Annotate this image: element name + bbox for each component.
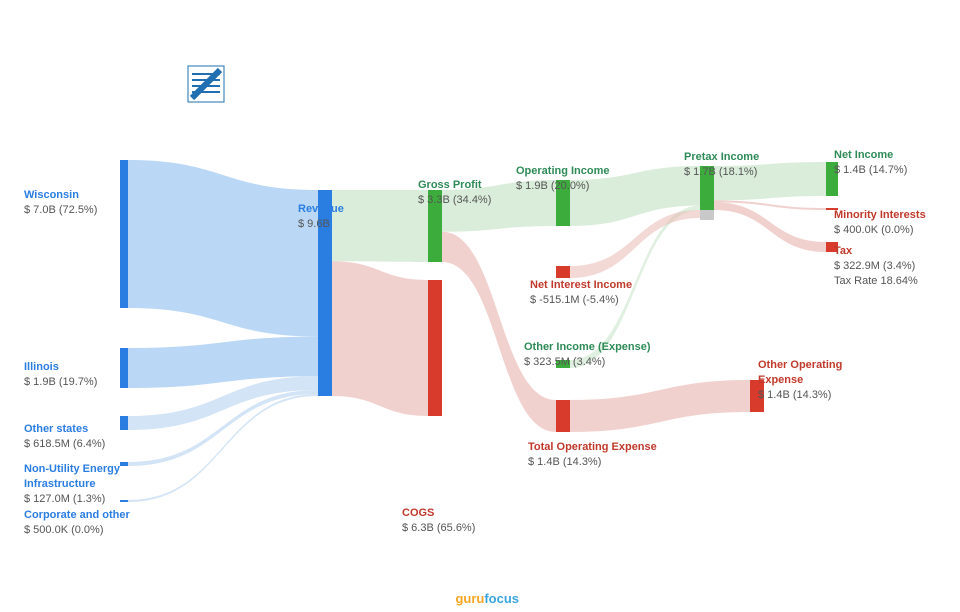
node-label: Total Operating Expense$ 1.4B (14.3%) (528, 440, 657, 470)
company-logo (186, 64, 226, 104)
node-label: Pretax Income$ 1.7B (18.1%) (684, 150, 759, 180)
node-label: Revenue$ 9.6B (298, 202, 344, 232)
gurufocus-logo: gurufocus (455, 591, 519, 606)
node-label: Gross Profit$ 3.3B (34.4%) (418, 178, 491, 208)
node-label: Non-Utility EnergyInfrastructure$ 127.0M… (24, 462, 120, 507)
node-label: COGS$ 6.3B (65.6%) (402, 506, 475, 536)
node-label: Corporate and other$ 500.0K (0.0%) (24, 508, 130, 538)
node-label: Minority Interests$ 400.0K (0.0%) (834, 208, 926, 238)
node-label: Operating Income$ 1.9B (20.0%) (516, 164, 610, 194)
node-label: Net Income$ 1.4B (14.7%) (834, 148, 907, 178)
sankey-svg (0, 60, 960, 550)
node-label: Net Interest Income$ -515.1M (-5.4%) (530, 278, 632, 308)
page-title (0, 0, 960, 16)
node-label: Other states$ 618.5M (6.4%) (24, 422, 105, 452)
node-label: Wisconsin$ 7.0B (72.5%) (24, 188, 97, 218)
node-label: Other Income (Expense)$ 323.5M (3.4%) (524, 340, 651, 370)
node-label: Tax$ 322.9M (3.4%)Tax Rate 18.64% (834, 244, 918, 289)
sankey-chart: Wisconsin$ 7.0B (72.5%) Illinois$ 1.9B (1… (0, 60, 960, 550)
footer: gurufocus (0, 591, 960, 606)
node-label: Illinois$ 1.9B (19.7%) (24, 360, 97, 390)
node-label: Other OperatingExpense$ 1.4B (14.3%) (758, 358, 842, 403)
